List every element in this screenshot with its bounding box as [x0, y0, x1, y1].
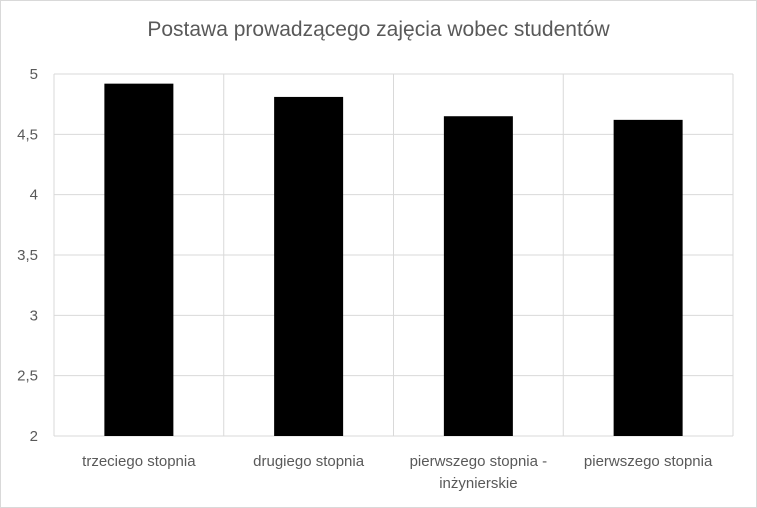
- bar-3: [443, 116, 513, 436]
- bar-4: [613, 119, 683, 436]
- y-tick-label: 4: [30, 187, 38, 204]
- x-category-label: trzeciego stopnia: [82, 453, 196, 470]
- y-tick-label: 4,5: [17, 126, 38, 143]
- bar-2: [274, 96, 344, 436]
- y-axis-ticks: 2 2,5 3 3,5 4 4,5 5: [17, 66, 38, 445]
- x-axis-labels: trzeciego stopnia drugiego stopnia pierwsz…: [82, 453, 713, 492]
- x-category-label: pierwszego stopnia -inżynierskie: [410, 453, 548, 492]
- y-tick-label: 2: [30, 428, 38, 445]
- y-tick-label: 3: [30, 307, 38, 324]
- bar-1: [104, 83, 174, 437]
- y-tick-label: 5: [30, 66, 38, 83]
- y-tick-label: 2,5: [17, 368, 38, 385]
- chart-title: Postawa prowadzącego zajęcia wobec stude…: [147, 18, 610, 41]
- bars: [104, 83, 683, 437]
- x-category-label: pierwszego stopnia: [584, 453, 713, 470]
- x-category-label: drugiego stopnia: [253, 453, 365, 470]
- y-tick-label: 3,5: [17, 247, 38, 264]
